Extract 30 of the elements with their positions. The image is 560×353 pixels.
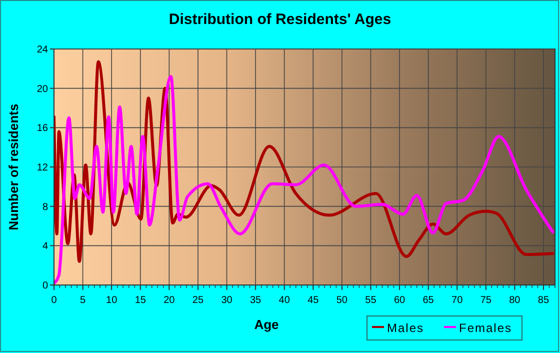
x-tick-label: 45 bbox=[308, 295, 320, 306]
x-tick-label: 85 bbox=[538, 295, 550, 306]
x-tick-label: 20 bbox=[164, 295, 176, 306]
y-tick-label: 4 bbox=[42, 241, 48, 252]
x-tick-label: 50 bbox=[336, 295, 348, 306]
y-tick-label: 0 bbox=[42, 280, 48, 292]
x-tick-label: 40 bbox=[278, 295, 290, 306]
chart-title: Distribution of Residents' Ages bbox=[168, 11, 392, 28]
x-tick-label: 15 bbox=[134, 295, 146, 306]
x-tick-label: 0 bbox=[51, 295, 58, 306]
x-tick-label: 35 bbox=[250, 295, 262, 306]
y-tick-label: 20 bbox=[36, 84, 48, 95]
x-tick-label: 80 bbox=[509, 295, 521, 306]
y-tick-label: 24 bbox=[36, 44, 48, 56]
y-axis-title: Number of residents bbox=[6, 104, 21, 230]
legend-label: Females bbox=[459, 321, 512, 335]
x-tick-label: 60 bbox=[394, 295, 406, 306]
x-tick-label: 75 bbox=[480, 295, 492, 306]
x-tick-label: 30 bbox=[221, 295, 233, 306]
y-tick-label: 16 bbox=[36, 123, 48, 134]
y-tick-label: 8 bbox=[42, 202, 48, 213]
y-tick-label: 12 bbox=[36, 162, 48, 174]
x-tick-label: 70 bbox=[452, 295, 464, 306]
x-axis-title: Age bbox=[254, 317, 279, 332]
x-tick-label: 5 bbox=[80, 295, 86, 306]
x-tick-label: 10 bbox=[106, 295, 118, 306]
x-tick-label: 65 bbox=[422, 295, 434, 306]
x-tick-label: 25 bbox=[192, 295, 204, 306]
x-tick-label: 55 bbox=[365, 295, 377, 306]
legend-label: Males bbox=[387, 321, 424, 335]
